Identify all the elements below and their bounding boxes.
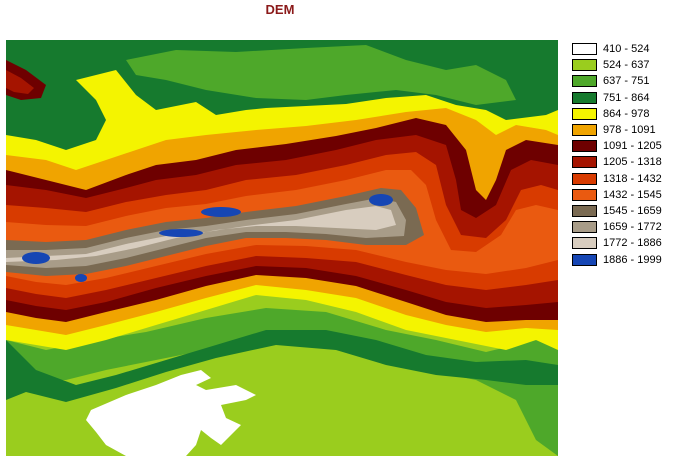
legend-swatch [572, 221, 597, 234]
legend-label: 978 - 1091 [603, 124, 656, 137]
legend-swatch [572, 204, 597, 217]
legend-swatch [572, 156, 597, 169]
legend-label: 410 - 524 [603, 43, 650, 56]
zone-1886-1999-peak-c [369, 194, 393, 206]
zone-1772-1886 [6, 206, 396, 262]
legend-swatch [572, 107, 597, 120]
zone-1886-1999-peak-d [22, 252, 50, 264]
legend-label: 1091 - 1205 [603, 140, 662, 153]
legend-item: 524 - 637 [572, 57, 690, 73]
legend-swatch [572, 188, 597, 201]
legend-swatch [572, 75, 597, 88]
legend-swatch [572, 172, 597, 185]
legend-swatch [572, 124, 597, 137]
legend-label: 751 - 864 [603, 91, 650, 104]
legend: 410 - 524 524 - 637 637 - 751 751 - 864 864 … [572, 41, 690, 268]
dem-map[interactable] [6, 40, 558, 456]
legend-swatch [572, 43, 597, 56]
legend-label: 1545 - 1659 [603, 204, 662, 217]
legend-label: 1772 - 1886 [603, 237, 662, 250]
legend-swatch [572, 140, 597, 153]
legend-swatch [572, 237, 597, 250]
legend-item: 751 - 864 [572, 90, 690, 106]
dem-raster [6, 40, 558, 456]
legend-label: 637 - 751 [603, 75, 650, 88]
legend-item: 1659 - 1772 [572, 219, 690, 235]
zone-1886-1999-peak-a [201, 207, 241, 217]
legend-item: 637 - 751 [572, 73, 690, 89]
legend-item: 1318 - 1432 [572, 171, 690, 187]
legend-item: 1886 - 1999 [572, 251, 690, 267]
legend-item: 1772 - 1886 [572, 235, 690, 251]
zone-637-751-south [6, 308, 558, 456]
legend-item: 864 - 978 [572, 106, 690, 122]
zone-1886-1999-peak-e [75, 274, 87, 282]
legend-item: 1205 - 1318 [572, 154, 690, 170]
legend-item: 1432 - 1545 [572, 187, 690, 203]
legend-label: 1886 - 1999 [603, 253, 662, 266]
legend-swatch [572, 253, 597, 266]
legend-label: 1318 - 1432 [603, 172, 662, 185]
zone-751-864-south [6, 330, 558, 402]
legend-item: 1091 - 1205 [572, 138, 690, 154]
legend-label: 1659 - 1772 [603, 221, 662, 234]
zone-410-524 [86, 370, 256, 456]
legend-swatch [572, 91, 597, 104]
legend-label: 1205 - 1318 [603, 156, 662, 169]
legend-label: 1432 - 1545 [603, 188, 662, 201]
legend-swatch [572, 59, 597, 72]
legend-item: 1545 - 1659 [572, 203, 690, 219]
zone-637-751-north [126, 45, 516, 105]
legend-label: 864 - 978 [603, 107, 650, 120]
map-title: DEM [265, 2, 295, 17]
zone-1886-1999-peak-b [159, 229, 203, 237]
legend-item: 978 - 1091 [572, 122, 690, 138]
legend-item: 410 - 524 [572, 41, 690, 57]
zone-1205-1318-nw [6, 70, 34, 94]
legend-label: 524 - 637 [603, 59, 650, 72]
